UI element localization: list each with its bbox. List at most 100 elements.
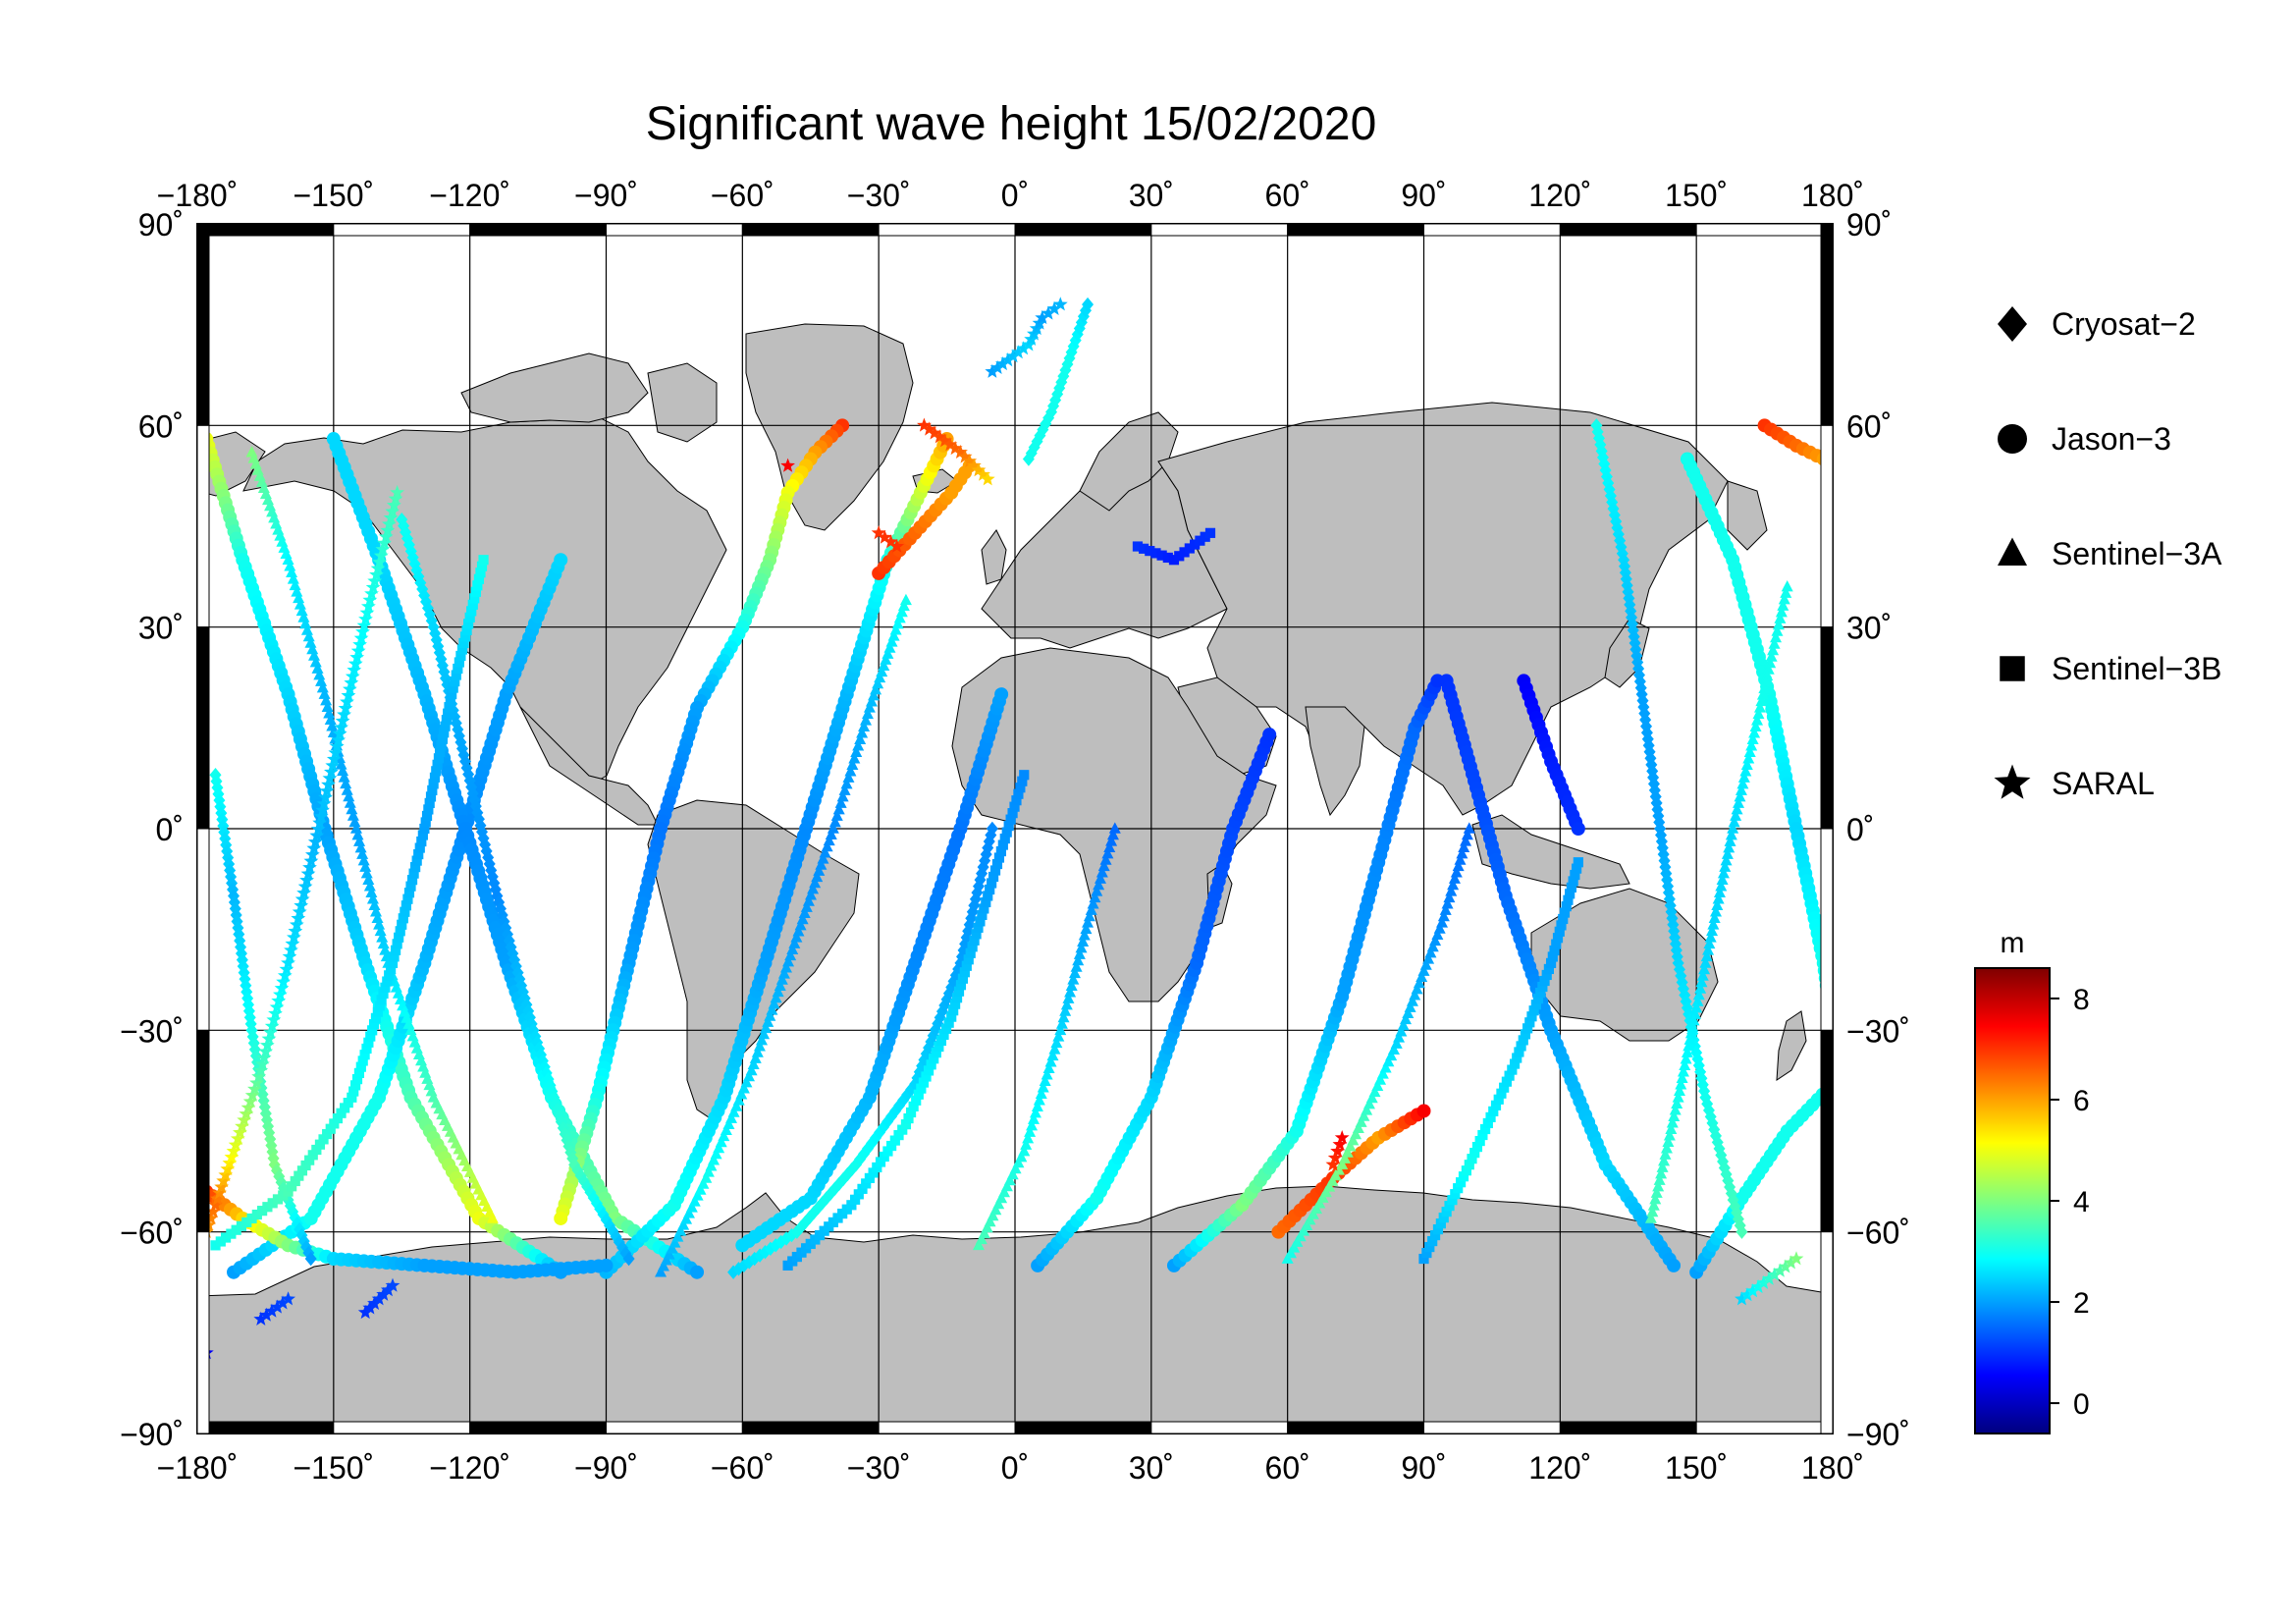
lon-tick-label-top: −90˚ [574, 178, 638, 213]
track-point-triangle [1055, 1017, 1068, 1029]
track-point-star [297, 879, 313, 893]
longitude-ticks-bottom: −180˚ −150˚ −120˚ −90˚ −60˚ −30˚ 0˚ 30˚ 60˚ 90˚ 12… [157, 1450, 1864, 1486]
track-point-triangle [315, 675, 328, 686]
lon-tick-label-bottom: −180˚ [157, 1450, 239, 1486]
latitude-ticks-right: 90˚ 60˚ 30˚ 0˚ −30˚ −60˚ −90˚ [1846, 207, 1910, 1452]
track-point-triangle [821, 839, 833, 852]
track-point-triangle [1095, 872, 1107, 884]
track-point-triangle [1733, 796, 1745, 808]
track-point-star [367, 573, 383, 588]
track-point-square [1009, 801, 1020, 812]
track-point-triangle [872, 676, 884, 689]
track-point-triangle [1445, 885, 1458, 896]
track-point-triangle [878, 659, 890, 672]
track-point-triangle [377, 937, 390, 949]
track-point-diamond [287, 1204, 299, 1219]
track-point-square [1156, 550, 1167, 561]
track-point-diamond [498, 914, 510, 929]
track-point-star [362, 592, 378, 607]
track-point-square [889, 1135, 900, 1146]
legend-diamond-icon [1998, 306, 2027, 342]
track-point-square [963, 954, 974, 965]
track-point-triangle [1644, 1212, 1657, 1223]
track-point-star [296, 885, 311, 899]
frame-segment-bottom [333, 1421, 471, 1434]
track-point-triangle [1730, 809, 1742, 821]
track-point-diamond [1623, 591, 1635, 606]
track-point-triangle [1775, 605, 1788, 618]
track-point-star [281, 1291, 295, 1306]
track-point-diamond [1695, 1071, 1708, 1086]
track-point-diamond [795, 1219, 808, 1234]
track-point-diamond [568, 1158, 581, 1172]
track-point-square [908, 1101, 919, 1112]
track-point-diamond [412, 568, 425, 584]
track-point-square [1507, 1064, 1518, 1075]
track-point-diamond [482, 850, 495, 865]
track-point-triangle [1687, 1013, 1700, 1026]
track-point-diamond [562, 1139, 575, 1154]
track-point-diamond [262, 1118, 275, 1134]
frame-segment-top [1423, 223, 1561, 237]
track-point-square [1537, 981, 1548, 993]
track-point-square [1530, 1000, 1541, 1010]
track-point-star [276, 974, 292, 989]
lat-tick-label-left: 0˚ [156, 812, 184, 847]
track-point-triangle [766, 1003, 778, 1015]
track-point-triangle [1103, 840, 1116, 852]
track-point-triangle [486, 1212, 499, 1223]
track-point-triangle [1454, 853, 1467, 865]
track-point-triangle [1452, 859, 1465, 872]
track-point-square [347, 1092, 357, 1103]
track-point-square [423, 804, 434, 815]
track-point-diamond [220, 838, 233, 852]
track-point-square [1013, 788, 1024, 799]
track-point-triangle [374, 924, 387, 937]
track-point-star [331, 732, 347, 747]
track-point-triangle [1699, 956, 1712, 968]
track-point-triangle [347, 809, 359, 821]
track-point-square [435, 746, 446, 757]
frame-segment-top [606, 223, 743, 237]
track-point-diamond [483, 856, 496, 872]
track-point-star [277, 968, 293, 983]
track-point-triangle [1402, 1006, 1415, 1019]
track-point-triangle [291, 585, 303, 597]
track-point-diamond [983, 834, 995, 849]
track-point-diamond [1661, 872, 1674, 888]
track-point-square [1001, 827, 1012, 838]
track-point-star [302, 859, 317, 874]
track-point-square [420, 817, 431, 828]
track-point-triangle [685, 1201, 698, 1213]
track-point-diamond [500, 920, 512, 936]
track-point-diamond [986, 821, 998, 837]
track-point-triangle [1374, 1073, 1387, 1085]
track-point-star [1745, 1283, 1760, 1298]
track-point-square [967, 942, 978, 952]
track-point-circle [554, 553, 568, 568]
track-point-star [222, 1155, 238, 1169]
frame-segment-left [196, 1029, 210, 1233]
track-point-square [374, 1001, 385, 1011]
track-point-diamond [1658, 853, 1671, 868]
track-point-star [316, 796, 332, 811]
track-point-star [358, 611, 373, 626]
track-point-star [1778, 1259, 1793, 1273]
track-point-triangle [863, 701, 876, 713]
track-point-triangle [337, 764, 349, 777]
track-point-triangle [786, 943, 799, 954]
track-point-star [1010, 345, 1026, 359]
track-point-diamond [436, 658, 449, 673]
track-point-triangle [1031, 1100, 1043, 1111]
track-point-triangle [782, 954, 795, 967]
track-point-square [1477, 1129, 1488, 1141]
track-point-triangle [700, 1171, 713, 1183]
track-point-star [871, 525, 886, 540]
track-point-triangle [1715, 880, 1728, 892]
track-point-square [988, 871, 999, 883]
track-point-square [365, 1031, 376, 1042]
track-point-triangle [802, 894, 815, 906]
track-point-square [1195, 535, 1205, 546]
track-point-square [1480, 1123, 1491, 1135]
track-point-diamond [1637, 699, 1650, 715]
